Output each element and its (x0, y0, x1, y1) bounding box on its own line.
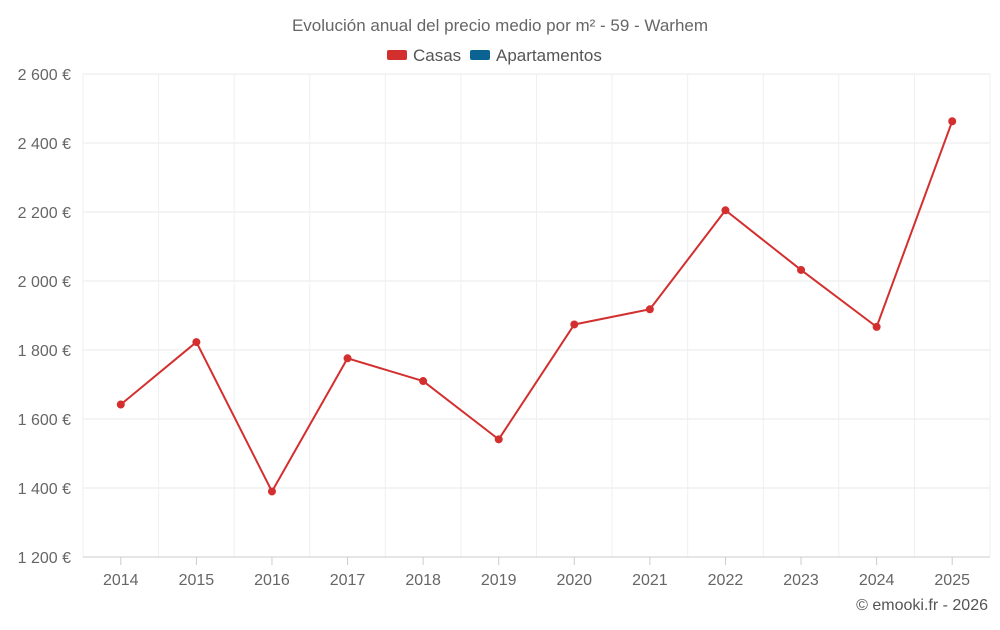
x-tick-label: 2017 (330, 572, 366, 589)
data-point[interactable] (872, 322, 881, 331)
y-tick-label: 2 400 € (18, 136, 71, 153)
y-tick-label: 1 400 € (18, 481, 71, 498)
data-point[interactable] (116, 400, 125, 409)
legend: Casas Apartamentos (387, 46, 602, 65)
data-point[interactable] (570, 320, 579, 329)
y-tick-label: 2 000 € (18, 274, 71, 291)
y-tick-label: 2 600 € (18, 67, 71, 84)
series-layer (116, 117, 957, 496)
data-point[interactable] (721, 206, 730, 215)
y-tick-label: 1 800 € (18, 343, 71, 360)
y-tick-label: 1 600 € (18, 412, 71, 429)
x-tick-label: 2018 (405, 572, 441, 589)
x-tick-label: 2021 (632, 572, 668, 589)
x-tick-label: 2015 (179, 572, 215, 589)
x-tick-label: 2024 (859, 572, 895, 589)
legend-label-casas: Casas (413, 46, 461, 65)
legend-item-apartamentos[interactable]: Apartamentos (470, 46, 602, 65)
x-tick-label: 2020 (556, 572, 592, 589)
data-point[interactable] (645, 305, 654, 314)
x-tick-label: 2014 (103, 572, 139, 589)
x-tick-label: 2016 (254, 572, 290, 589)
grid (82, 73, 991, 558)
chart-title: Evolución anual del precio medio por m² … (292, 16, 708, 35)
x-tick-label: 2025 (934, 572, 970, 589)
credit-text: © emooki.fr - 2026 (856, 597, 988, 614)
axes: 1 200 € 1 400 € 1 600 € 1 800 € 2 000 € 2 200… (18, 67, 990, 589)
data-point[interactable] (948, 117, 957, 126)
data-point[interactable] (797, 265, 806, 274)
x-tick-label: 2022 (708, 572, 744, 589)
x-tick-label: 2023 (783, 572, 819, 589)
y-tick-label: 1 200 € (18, 550, 71, 567)
data-point[interactable] (494, 435, 503, 444)
data-point[interactable] (419, 377, 428, 386)
legend-label-apartamentos: Apartamentos (496, 46, 602, 65)
legend-swatch-casas (387, 50, 407, 60)
data-point[interactable] (192, 338, 201, 347)
legend-swatch-apartamentos (470, 50, 490, 60)
data-point[interactable] (343, 354, 352, 363)
series-line-casas (120, 120, 954, 493)
legend-item-casas[interactable]: Casas (387, 46, 461, 65)
y-tick-label: 2 200 € (18, 205, 71, 222)
x-tick-label: 2019 (481, 572, 517, 589)
data-point[interactable] (267, 487, 276, 496)
